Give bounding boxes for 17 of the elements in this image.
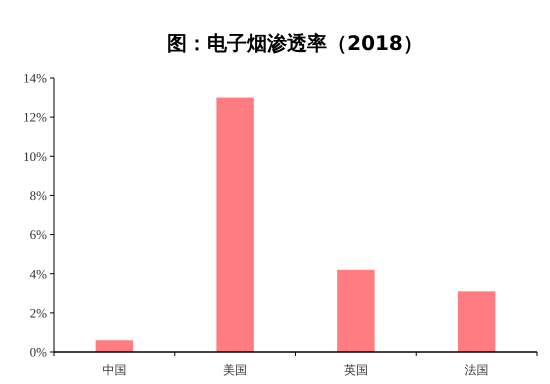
y-tick-label: 14% bbox=[23, 70, 48, 86]
y-tick-label: 10% bbox=[23, 148, 48, 164]
bar bbox=[216, 98, 254, 352]
y-tick-label: 0% bbox=[30, 344, 48, 360]
x-tick-label: 美国 bbox=[223, 363, 248, 377]
x-tick-label: 中国 bbox=[102, 363, 126, 377]
bar bbox=[458, 291, 496, 352]
x-tick-label: 法国 bbox=[464, 363, 489, 377]
y-tick-label: 12% bbox=[23, 110, 48, 125]
x-tick-label: 英国 bbox=[344, 363, 368, 377]
bar bbox=[337, 270, 375, 352]
y-tick-label: 8% bbox=[30, 188, 48, 203]
y-tick-label: 2% bbox=[30, 305, 48, 320]
chart-title: 图：电子烟渗透率（2018） bbox=[167, 31, 423, 55]
y-tick-label: 6% bbox=[30, 227, 48, 242]
bar bbox=[96, 340, 134, 352]
y-tick-label: 4% bbox=[30, 266, 48, 282]
